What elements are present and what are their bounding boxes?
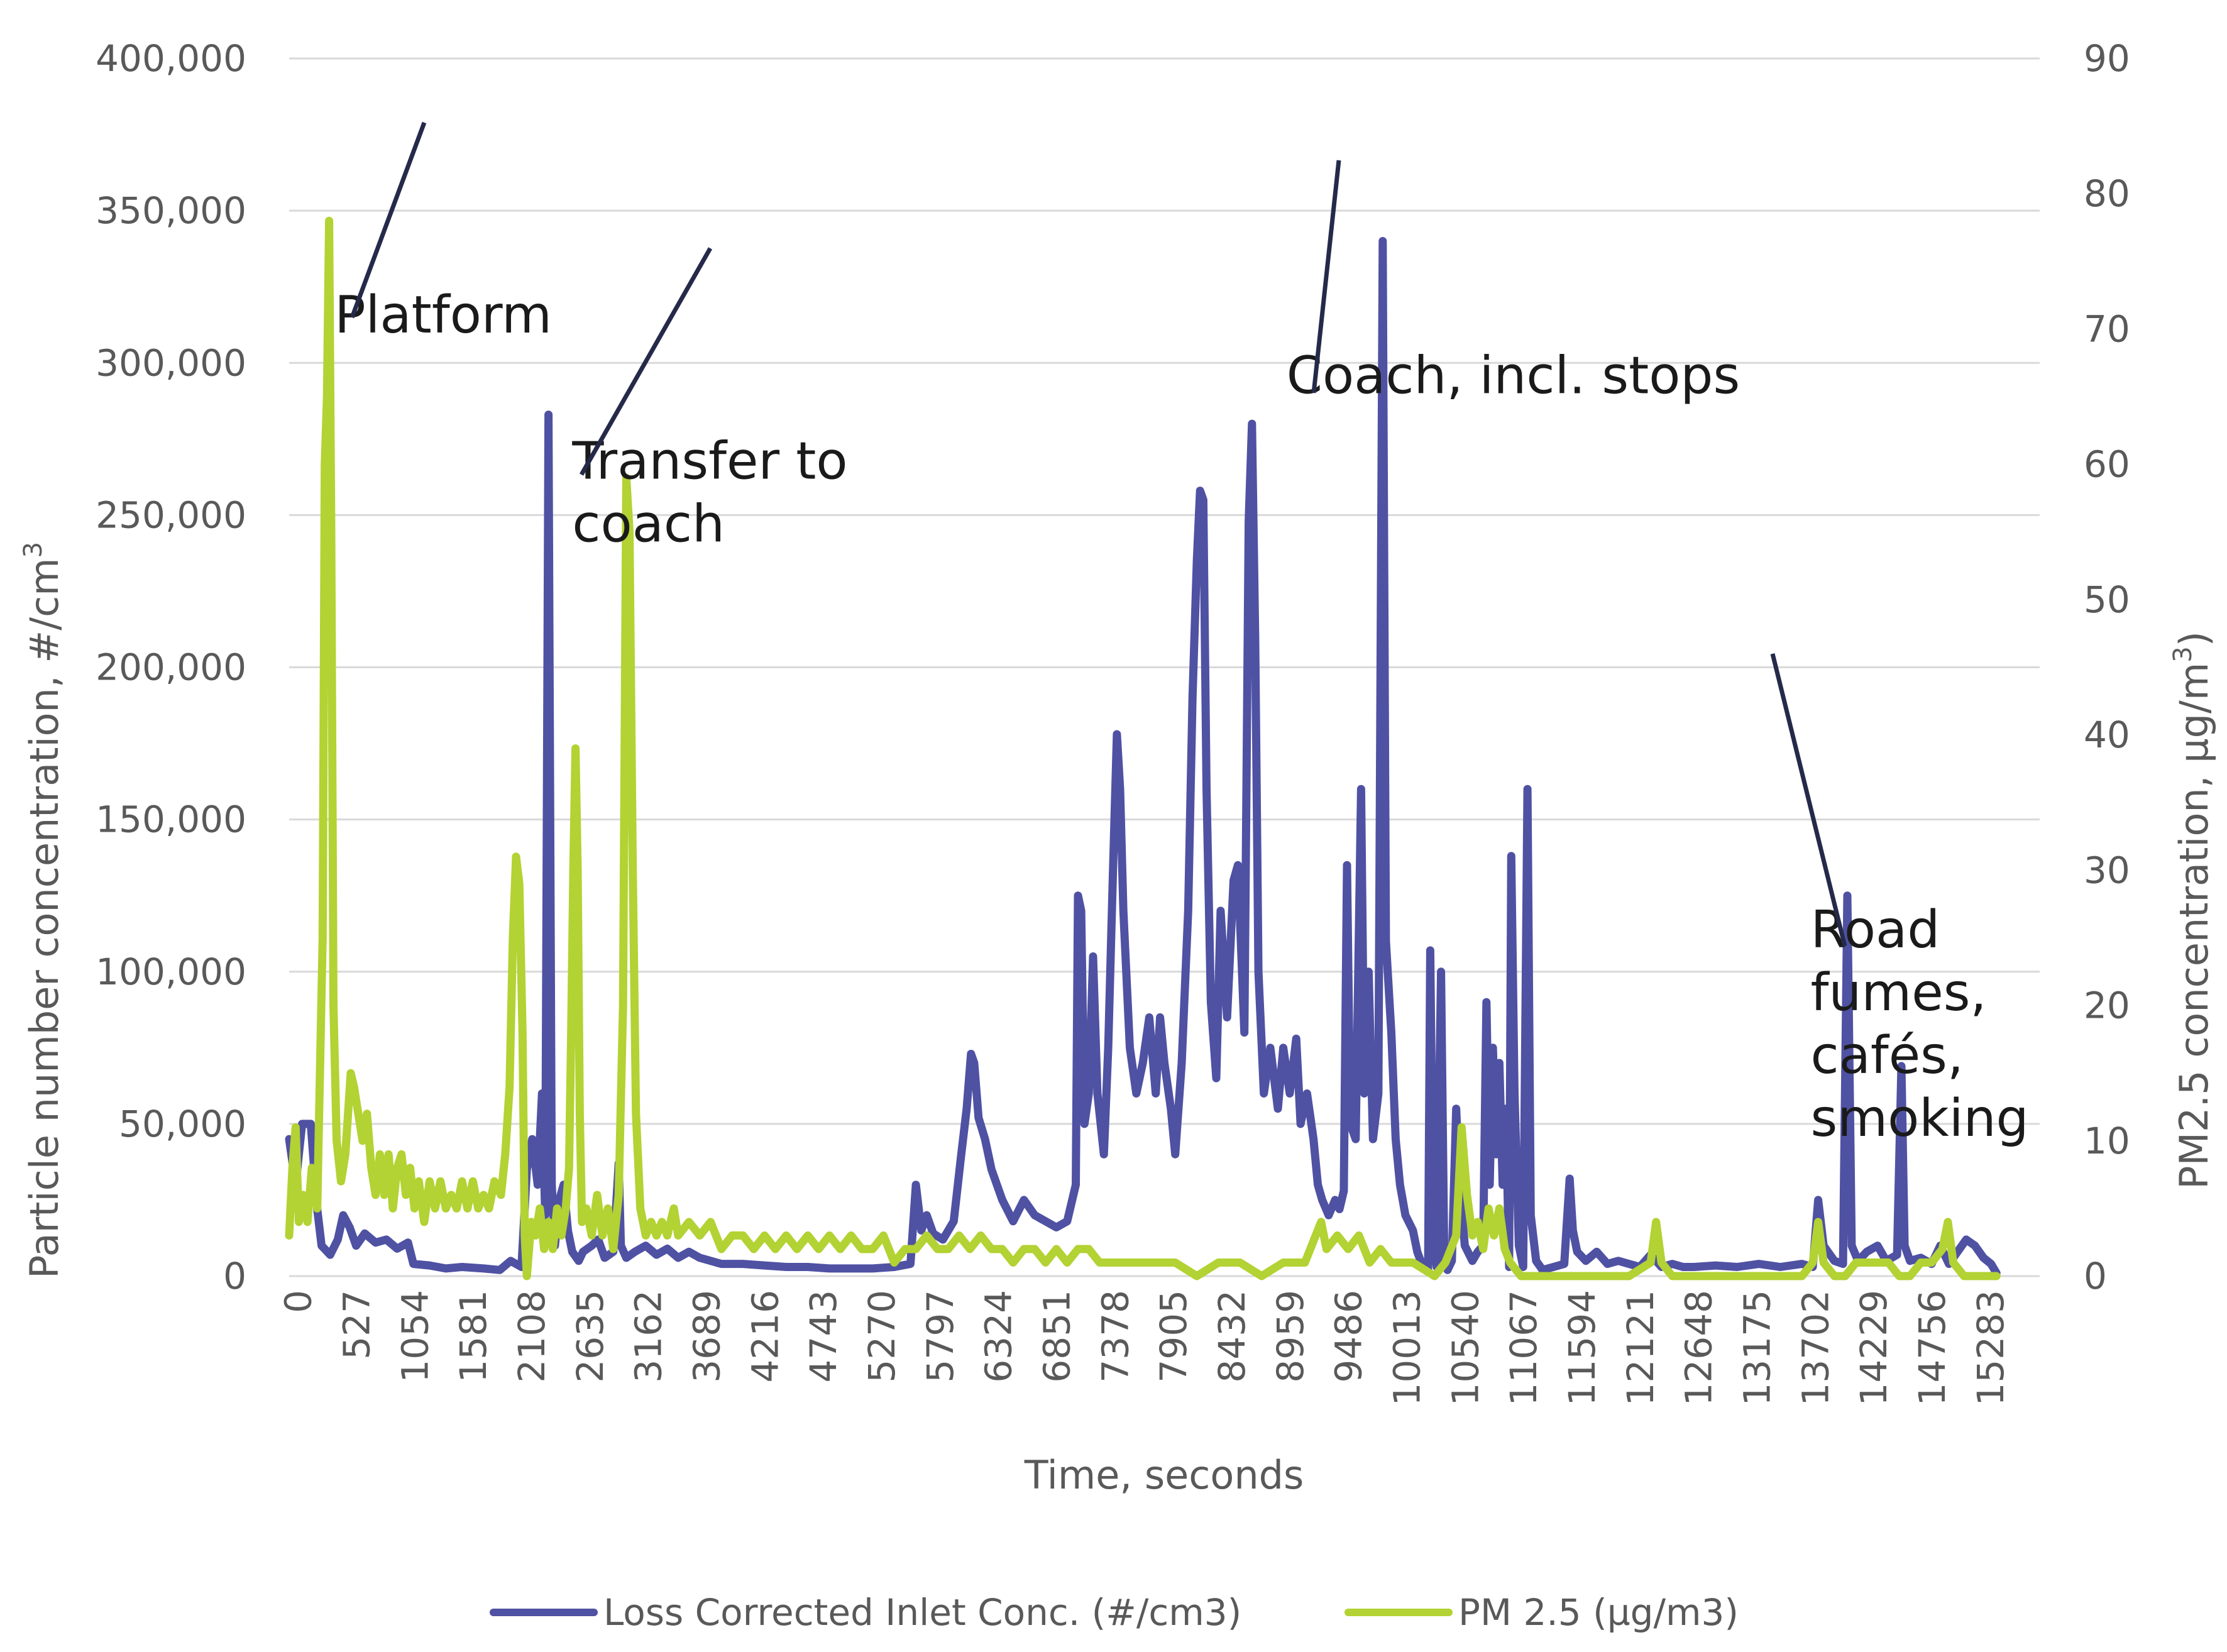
annotation-2: Coach, incl. stops (1287, 160, 1740, 406)
y-right-axis-title-sup: 3 (2169, 646, 2197, 662)
y-left-ticks: 0 50,000 100,000 150,000 200,000 250,000 300,0… (96, 37, 246, 1297)
annotation-leader-line (1770, 653, 1847, 947)
y-right-tick-label: 50 (2084, 578, 2130, 621)
annotation-text: Road (1811, 900, 1940, 960)
y-left-tick-label: 0 (223, 1255, 246, 1297)
x-tick-label: 6851 (1036, 1290, 1079, 1383)
y-right-tick-label: 90 (2084, 37, 2130, 80)
annotation-text: coach (572, 494, 725, 554)
y-left-tick-label: 100,000 (96, 950, 246, 993)
annotation-text: Coach, incl. stops (1287, 346, 1740, 406)
y-right-ticks: 0 10 20 30 40 50 60 70 80 90 (2084, 37, 2130, 1297)
y-left-axis-title-sup: 3 (19, 542, 48, 558)
y-right-tick-label: 20 (2084, 984, 2130, 1027)
y-right-tick-label: 40 (2084, 713, 2130, 756)
x-tick-label: 5797 (919, 1290, 962, 1383)
x-tick-label: 8432 (1211, 1290, 1253, 1383)
annotation-text: smoking (1811, 1089, 2029, 1148)
x-tick-label: 2108 (510, 1290, 553, 1383)
x-tick-label: 7378 (1094, 1290, 1136, 1383)
x-tick-label: 8959 (1269, 1290, 1312, 1383)
y-right-tick-label: 70 (2084, 307, 2130, 350)
x-tick-label: 1581 (452, 1290, 495, 1383)
x-tick-label: 3162 (627, 1290, 670, 1383)
legend-label-inlet-conc: Loss Corrected Inlet Conc. (#/cm3) (603, 1591, 1241, 1634)
y-left-axis-title: Particle number concentration, #/cm3 (19, 542, 67, 1279)
x-ticks: 0 527 1054 1581 2108 2635 3162 3689 4216 4743 5270… (277, 1290, 2012, 1406)
x-tick-label: 15283 (1969, 1290, 2012, 1406)
x-tick-label: 12648 (1678, 1290, 1720, 1406)
annotation-text: Platform (334, 285, 552, 345)
x-tick-label: 2635 (569, 1290, 612, 1383)
x-tick-label: 1054 (393, 1290, 436, 1383)
annotation-leader-line (1311, 160, 1341, 394)
y-left-tick-label: 300,000 (96, 341, 246, 384)
y-right-tick-label: 10 (2084, 1120, 2130, 1162)
y-left-tick-label: 200,000 (96, 646, 246, 689)
x-tick-label: 4216 (744, 1290, 786, 1383)
legend-label-pm25: PM 2.5 (µg/m3) (1458, 1591, 1739, 1634)
y-left-tick-label: 350,000 (96, 189, 246, 232)
y-right-tick-label: 0 (2084, 1255, 2107, 1297)
y-right-tick-label: 30 (2084, 849, 2130, 891)
y-right-tick-label: 60 (2084, 443, 2130, 486)
series-group (285, 216, 2001, 1280)
y-right-tick-label: 80 (2084, 172, 2130, 215)
annotation-leader-line (579, 247, 713, 476)
x-tick-label: 7905 (1152, 1290, 1195, 1383)
annotation-0: Platform (334, 121, 552, 345)
y-left-tick-label: 400,000 (96, 37, 246, 80)
y-right-axis-title: PM2.5 concentration, µg/m3) (2169, 631, 2217, 1189)
x-tick-label: 0 (277, 1290, 320, 1313)
annotation-text: fumes, (1811, 963, 1987, 1023)
x-tick-label: 3689 (686, 1290, 729, 1383)
x-tick-label: 10013 (1386, 1290, 1429, 1406)
annotation-text: cafés, (1811, 1026, 1964, 1086)
series-line-inlet-conc (285, 237, 2001, 1277)
x-tick-label: 5270 (861, 1290, 903, 1383)
annotation-text: Transfer to (571, 431, 847, 491)
x-tick-label: 14756 (1911, 1290, 1954, 1406)
x-tick-label: 13702 (1794, 1290, 1837, 1406)
x-tick-label: 13175 (1736, 1290, 1779, 1406)
x-tick-label: 527 (336, 1290, 378, 1360)
x-tick-label: 14229 (1852, 1290, 1895, 1406)
x-tick-label: 10540 (1444, 1290, 1487, 1406)
annotation-leader-line (349, 121, 427, 319)
legend: Loss Corrected Inlet Conc. (#/cm3) PM 2.… (490, 1591, 1739, 1634)
series-line-pm25 (285, 216, 2001, 1280)
x-tick-label: 11594 (1561, 1290, 1603, 1406)
y-right-axis-title-main: PM2.5 concentration, µg/m (2171, 663, 2217, 1189)
y-left-tick-label: 150,000 (96, 798, 246, 841)
y-left-tick-label: 50,000 (119, 1103, 246, 1145)
x-tick-label: 9486 (1328, 1290, 1370, 1383)
x-tick-label: 11067 (1502, 1290, 1545, 1406)
y-left-axis-title-main: Particle number concentration, #/cm (21, 558, 67, 1279)
x-tick-label: 6324 (977, 1290, 1020, 1383)
x-axis-title: Time, seconds (1024, 1452, 1304, 1498)
x-tick-label: 4743 (802, 1290, 845, 1383)
x-tick-label: 12121 (1619, 1290, 1662, 1406)
y-left-tick-label: 250,000 (96, 493, 246, 536)
y-right-axis-title-close: ) (2171, 631, 2217, 646)
